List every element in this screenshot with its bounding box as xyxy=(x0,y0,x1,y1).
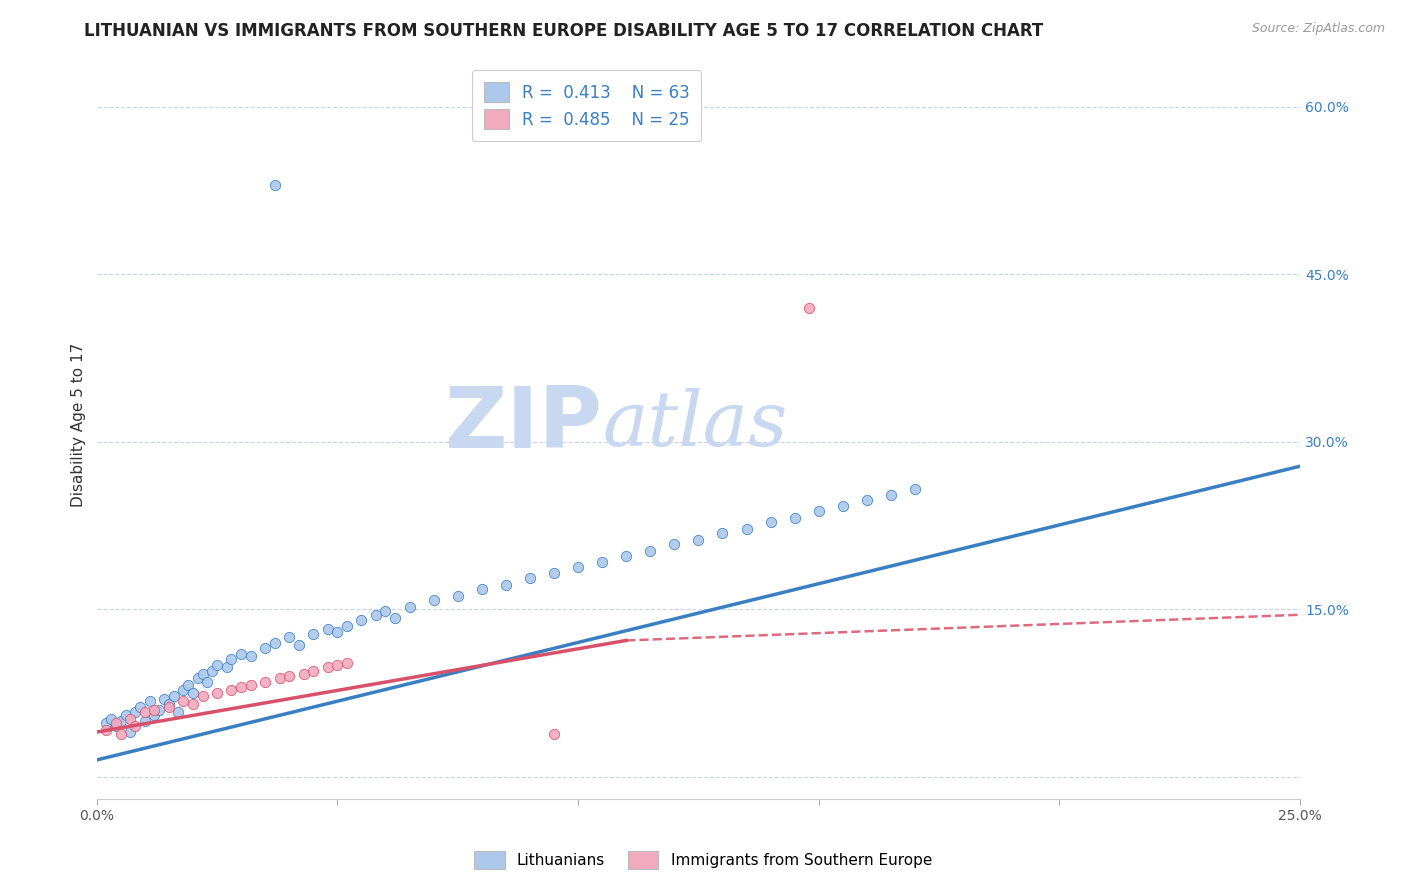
Point xyxy=(495,577,517,591)
Text: ZIP: ZIP xyxy=(444,384,602,467)
Point xyxy=(302,626,325,640)
Point xyxy=(519,571,541,585)
Point xyxy=(288,638,311,652)
Point xyxy=(134,714,156,728)
Point xyxy=(278,669,301,683)
Point xyxy=(591,555,613,569)
Point xyxy=(831,500,853,514)
Point xyxy=(167,705,190,719)
Point xyxy=(614,549,637,563)
Point xyxy=(316,660,339,674)
Point xyxy=(807,504,830,518)
Point xyxy=(711,526,734,541)
Point xyxy=(254,641,277,656)
Point xyxy=(143,708,166,723)
Point xyxy=(759,515,782,529)
Point xyxy=(384,611,406,625)
Text: LITHUANIAN VS IMMIGRANTS FROM SOUTHERN EUROPE DISABILITY AGE 5 TO 17 CORRELATION: LITHUANIAN VS IMMIGRANTS FROM SOUTHERN E… xyxy=(84,22,1043,40)
Legend: R =  0.413    N = 63, R =  0.485    N = 25: R = 0.413 N = 63, R = 0.485 N = 25 xyxy=(472,70,702,141)
Point xyxy=(350,613,373,627)
Point xyxy=(104,719,127,733)
Point xyxy=(181,686,204,700)
Point xyxy=(239,649,262,664)
Point xyxy=(302,664,325,678)
Point xyxy=(177,678,200,692)
Point xyxy=(129,700,152,714)
Point xyxy=(278,630,301,644)
Point xyxy=(221,652,243,666)
Point xyxy=(471,582,494,596)
Point xyxy=(735,522,758,536)
Point xyxy=(239,678,262,692)
Point xyxy=(96,723,118,737)
Point xyxy=(688,533,710,547)
Point xyxy=(364,607,387,622)
Point xyxy=(172,682,194,697)
Point xyxy=(543,727,565,741)
Point xyxy=(201,664,224,678)
Point xyxy=(447,589,470,603)
Point xyxy=(148,703,170,717)
Point xyxy=(96,716,118,731)
Point xyxy=(229,647,252,661)
Point xyxy=(292,667,315,681)
Point xyxy=(783,510,806,524)
Point xyxy=(104,716,127,731)
Point xyxy=(229,681,252,695)
Point xyxy=(114,708,136,723)
Point xyxy=(263,178,285,192)
Point xyxy=(191,690,214,704)
Point xyxy=(221,682,243,697)
Point xyxy=(880,488,903,502)
Point xyxy=(215,660,238,674)
Point xyxy=(254,674,277,689)
Point xyxy=(336,656,359,670)
Point xyxy=(157,697,180,711)
Point xyxy=(374,604,396,618)
Point xyxy=(195,674,218,689)
Point xyxy=(157,700,180,714)
Point xyxy=(205,686,228,700)
Point xyxy=(326,624,349,639)
Point xyxy=(120,712,142,726)
Point xyxy=(904,482,927,496)
Point xyxy=(110,727,132,741)
Point xyxy=(100,712,122,726)
Point xyxy=(124,705,146,719)
Point xyxy=(120,725,142,739)
Point xyxy=(110,714,132,728)
Point xyxy=(316,622,339,636)
Point xyxy=(567,559,589,574)
Point xyxy=(191,667,214,681)
Point xyxy=(664,537,686,551)
Y-axis label: Disability Age 5 to 17: Disability Age 5 to 17 xyxy=(72,343,86,507)
Point xyxy=(187,672,209,686)
Point xyxy=(181,697,204,711)
Point xyxy=(398,599,420,614)
Point xyxy=(326,658,349,673)
Point xyxy=(336,619,359,633)
Point xyxy=(797,301,820,315)
Point xyxy=(543,566,565,581)
Text: Source: ZipAtlas.com: Source: ZipAtlas.com xyxy=(1251,22,1385,36)
Point xyxy=(856,492,879,507)
Point xyxy=(138,694,160,708)
Point xyxy=(269,672,291,686)
Point xyxy=(422,593,444,607)
Point xyxy=(638,544,661,558)
Legend: Lithuanians, Immigrants from Southern Europe: Lithuanians, Immigrants from Southern Eu… xyxy=(468,845,938,875)
Text: atlas: atlas xyxy=(602,388,787,462)
Point xyxy=(163,690,186,704)
Point xyxy=(153,691,176,706)
Point xyxy=(172,694,194,708)
Point xyxy=(124,719,146,733)
Point xyxy=(263,635,285,649)
Point xyxy=(205,658,228,673)
Point xyxy=(134,705,156,719)
Point xyxy=(143,703,166,717)
